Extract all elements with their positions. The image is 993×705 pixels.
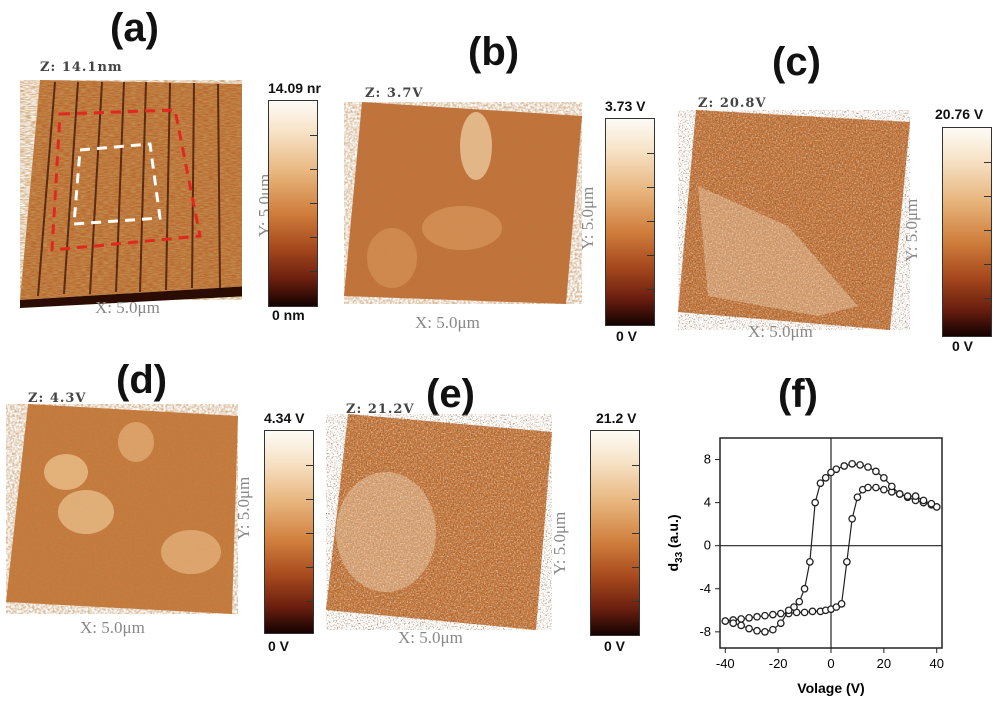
data-point bbox=[821, 473, 830, 482]
data-point bbox=[880, 485, 888, 494]
pfm-amplitude-image bbox=[344, 102, 582, 304]
data-point bbox=[795, 597, 804, 606]
y-axis-label: Y: 5.0μm bbox=[578, 186, 597, 250]
colorbar bbox=[942, 127, 992, 337]
y-tick-label: 4 bbox=[704, 495, 711, 510]
x-axis-label: X: 5.0μm bbox=[748, 322, 813, 341]
data-point bbox=[808, 607, 817, 616]
panel-label-d: (d) bbox=[116, 358, 168, 402]
data-point bbox=[919, 496, 928, 505]
white-selection-box bbox=[72, 142, 162, 226]
y-axis-label: Y: 5.0μm bbox=[550, 511, 569, 575]
afm-topography-image bbox=[20, 80, 242, 308]
data-point bbox=[737, 621, 745, 630]
data-point bbox=[800, 608, 809, 617]
x-tick-label: -20 bbox=[769, 656, 788, 671]
colorbar-max: 21.2 V bbox=[596, 410, 637, 426]
data-point bbox=[903, 492, 912, 501]
panel-label-a: (a) bbox=[110, 6, 159, 50]
data-point bbox=[816, 479, 825, 488]
data-point bbox=[776, 609, 785, 618]
data-point bbox=[729, 619, 738, 628]
y-tick-label: 0 bbox=[704, 538, 711, 553]
data-point bbox=[806, 557, 814, 566]
colorbar-min: 0 V bbox=[952, 338, 974, 354]
data-point bbox=[745, 613, 753, 622]
data-point bbox=[864, 463, 872, 471]
data-point bbox=[927, 499, 936, 508]
z-range-label: Z: 3.7V bbox=[365, 86, 424, 101]
data-point bbox=[887, 482, 896, 491]
colorbar-min: 0 V bbox=[268, 638, 290, 654]
data-point bbox=[840, 462, 849, 470]
y-axis-label: Y: 5.0μm bbox=[234, 476, 253, 540]
z-range-label: Z: 14.1nm bbox=[40, 60, 123, 75]
data-point bbox=[880, 473, 888, 482]
x-axis-label: X: 5.0μm bbox=[80, 618, 145, 637]
data-point bbox=[753, 626, 761, 635]
data-point bbox=[853, 493, 862, 502]
data-point bbox=[856, 461, 864, 469]
y-axis-label: Y: 5.0μm bbox=[902, 198, 921, 262]
x-tick-label: -40 bbox=[716, 656, 735, 671]
y-tick-label: -8 bbox=[699, 624, 711, 639]
x-axis-title: Volage (V) bbox=[797, 680, 864, 696]
colorbar-max: 4.34 V bbox=[264, 410, 305, 426]
z-range-label: Z: 20.8V bbox=[698, 96, 767, 111]
pfm-amplitude-image bbox=[6, 404, 238, 614]
x-tick-label: 20 bbox=[877, 656, 891, 671]
pfm-phase-image bbox=[326, 414, 552, 630]
data-point bbox=[776, 619, 785, 628]
colorbar-max: 20.76 V bbox=[935, 106, 984, 122]
colorbar bbox=[590, 430, 640, 636]
data-point bbox=[843, 557, 851, 566]
data-point bbox=[721, 617, 730, 625]
colorbar bbox=[268, 100, 318, 307]
y-axis-title: d33 (a.u.) bbox=[665, 514, 685, 571]
data-point bbox=[761, 627, 769, 636]
x-tick-label: 0 bbox=[827, 656, 834, 671]
z-range-label: Z: 4.3V bbox=[28, 391, 87, 406]
panel-label-c: (c) bbox=[772, 40, 821, 84]
colorbar-min: 0 V bbox=[604, 638, 626, 654]
data-point bbox=[848, 459, 856, 468]
pfm-phase-image bbox=[678, 110, 910, 330]
data-point bbox=[784, 606, 793, 615]
x-tick-label: 40 bbox=[929, 656, 943, 671]
panel-label-f: (f) bbox=[778, 372, 818, 416]
colorbar bbox=[605, 118, 655, 326]
panel-label-b: (b) bbox=[468, 30, 520, 74]
data-point bbox=[848, 514, 856, 523]
z-range-label: Z: 21.2V bbox=[346, 402, 415, 417]
data-point bbox=[753, 612, 761, 621]
data-point bbox=[895, 490, 904, 498]
x-axis-label: X: 5.0μm bbox=[398, 628, 463, 647]
x-axis-label: X: 5.0μm bbox=[415, 313, 480, 332]
data-point bbox=[872, 467, 880, 476]
red-selection-box bbox=[50, 108, 202, 252]
data-point bbox=[837, 599, 846, 608]
data-point bbox=[769, 625, 777, 634]
panel-label-e: (e) bbox=[426, 372, 475, 416]
colorbar-min: 0 V bbox=[616, 328, 638, 344]
data-point bbox=[872, 483, 880, 492]
y-tick-label: -4 bbox=[699, 581, 711, 596]
data-point bbox=[911, 492, 920, 501]
data-point bbox=[827, 468, 835, 477]
colorbar-min: 0 nm bbox=[272, 307, 305, 323]
colorbar bbox=[264, 430, 314, 634]
y-tick-label: 8 bbox=[704, 452, 711, 467]
x-axis-label: X: 5.0μm bbox=[95, 298, 160, 317]
data-point bbox=[737, 615, 745, 623]
data-point bbox=[800, 584, 809, 593]
data-point bbox=[761, 611, 769, 620]
data-point bbox=[769, 610, 777, 619]
colorbar-max: 3.73 V bbox=[605, 98, 646, 114]
data-point bbox=[745, 624, 753, 633]
data-point bbox=[811, 498, 819, 507]
colorbar-max: 14.09 nr bbox=[268, 80, 321, 96]
data-point bbox=[864, 483, 872, 492]
